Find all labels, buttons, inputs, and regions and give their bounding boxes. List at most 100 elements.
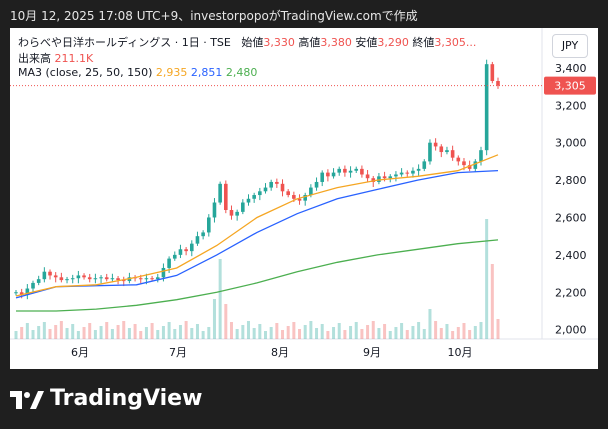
candle-body xyxy=(382,176,387,179)
volume-bar xyxy=(292,322,296,339)
time-tick-label: 8月 xyxy=(271,346,289,359)
volume-bar xyxy=(184,321,188,339)
candle-body xyxy=(445,150,449,153)
volume-bar xyxy=(218,259,222,339)
volume-bar xyxy=(178,325,182,339)
candle-body xyxy=(48,271,52,276)
candle-body xyxy=(348,170,353,173)
volume-bar xyxy=(388,331,392,339)
ma-label[interactable]: MA3 (close, 25, 50, 150) xyxy=(18,66,153,79)
chart-canvas[interactable]: 3,400 3,200 3,000 2,800 2,600 2,400 2,200 2,000… xyxy=(10,28,598,369)
volume-bar xyxy=(422,329,426,339)
candle-body xyxy=(59,277,64,281)
volume-bar xyxy=(42,322,46,339)
volume-bar xyxy=(496,319,500,339)
footer-brand: TradingView xyxy=(10,386,202,411)
high-value: 3,380 xyxy=(320,36,352,49)
price-tick-label: 2,200 xyxy=(555,286,587,299)
volume-bar xyxy=(150,323,154,339)
candle-body xyxy=(490,64,495,81)
volume-bar xyxy=(71,324,75,339)
candle-body xyxy=(280,183,285,192)
candle-body xyxy=(377,176,381,182)
candle-body xyxy=(456,157,461,162)
candle-body xyxy=(167,258,171,268)
candle-body xyxy=(422,161,427,169)
volume-bar xyxy=(31,330,35,339)
volume-bar xyxy=(59,321,63,339)
candle-body xyxy=(138,278,143,280)
candle-body xyxy=(104,277,109,280)
volume-bar xyxy=(377,328,381,339)
volume-bar xyxy=(405,330,409,339)
volume-bar xyxy=(275,323,279,339)
volume-bar xyxy=(25,323,29,339)
candle-body xyxy=(343,168,347,173)
candle-body xyxy=(326,172,330,177)
volume-bar xyxy=(167,322,171,339)
candle-body xyxy=(161,267,166,278)
footer-brand-text: TradingView xyxy=(50,386,203,411)
time-tick-label: 7月 xyxy=(169,346,187,359)
candle-body xyxy=(320,172,325,182)
currency-button[interactable]: JPY xyxy=(552,34,588,58)
candle-body xyxy=(76,275,81,279)
volume-bar xyxy=(326,331,330,339)
low-label: 安値 xyxy=(355,36,378,49)
candle-body xyxy=(263,187,268,192)
volume-bar xyxy=(133,324,137,339)
volume-bar xyxy=(54,325,58,339)
candle-body xyxy=(19,292,24,296)
chart-panel[interactable]: 3,400 3,200 3,000 2,800 2,600 2,400 2,200 2,000… xyxy=(10,28,598,369)
candle-body xyxy=(207,217,211,233)
volume-bar xyxy=(269,327,273,339)
candle-body xyxy=(292,195,296,199)
open-label: 始値 xyxy=(241,36,264,49)
caption-text: 10月 12, 2025 17:08 UTC+9、investorpopoがTr… xyxy=(10,9,418,23)
legend-row-ma: MA3 (close, 25, 50, 150) 2,935 2,851 2,4… xyxy=(18,66,257,79)
candle-body xyxy=(201,232,205,237)
volume-bar xyxy=(224,304,228,339)
candle-body xyxy=(360,168,364,175)
volume-bar xyxy=(207,327,211,339)
candle-body xyxy=(354,168,359,171)
candle-body xyxy=(229,210,234,216)
volume-bar xyxy=(371,321,375,339)
candle-body xyxy=(246,198,251,203)
volume-bar xyxy=(479,322,483,339)
symbol-title[interactable]: わらべや日洋ホールディングス · 1日 · TSE xyxy=(18,36,231,49)
time-tick-label: 9月 xyxy=(363,346,381,359)
volume-value: 211.1K xyxy=(54,52,94,65)
volume-bar xyxy=(383,324,387,339)
time-tick-label: 6月 xyxy=(71,346,89,359)
price-tick-label: 3,000 xyxy=(555,137,587,150)
candle-body xyxy=(309,187,313,196)
volume-bar xyxy=(490,264,494,339)
candle-body xyxy=(405,172,410,174)
candle-body xyxy=(155,277,160,280)
volume-bar xyxy=(65,328,69,339)
volume-bar xyxy=(156,330,160,339)
price-tick-label: 3,400 xyxy=(555,62,587,75)
candle-body xyxy=(241,202,245,212)
time-tick-label: 10月 xyxy=(448,346,473,359)
candle-body xyxy=(252,195,256,199)
volume-bar xyxy=(298,329,302,339)
ma25-value: 2,935 xyxy=(155,66,188,79)
ma25-line xyxy=(15,154,499,297)
price-tick-label: 2,600 xyxy=(555,211,587,224)
volume-bar xyxy=(462,323,466,339)
candle-body xyxy=(269,181,273,188)
volume-bar xyxy=(88,323,92,339)
candle-body xyxy=(178,249,183,255)
volume-bar xyxy=(116,325,120,339)
price-tick-label: 2,400 xyxy=(555,249,587,262)
volume-bar xyxy=(82,327,86,339)
volume-bar xyxy=(485,219,489,339)
volume-bar xyxy=(252,328,256,339)
candle-body xyxy=(258,191,262,196)
volume-bar xyxy=(468,330,472,339)
open-value: 3,330 xyxy=(263,36,295,49)
candle-body xyxy=(388,176,393,179)
candle-body xyxy=(110,278,115,280)
